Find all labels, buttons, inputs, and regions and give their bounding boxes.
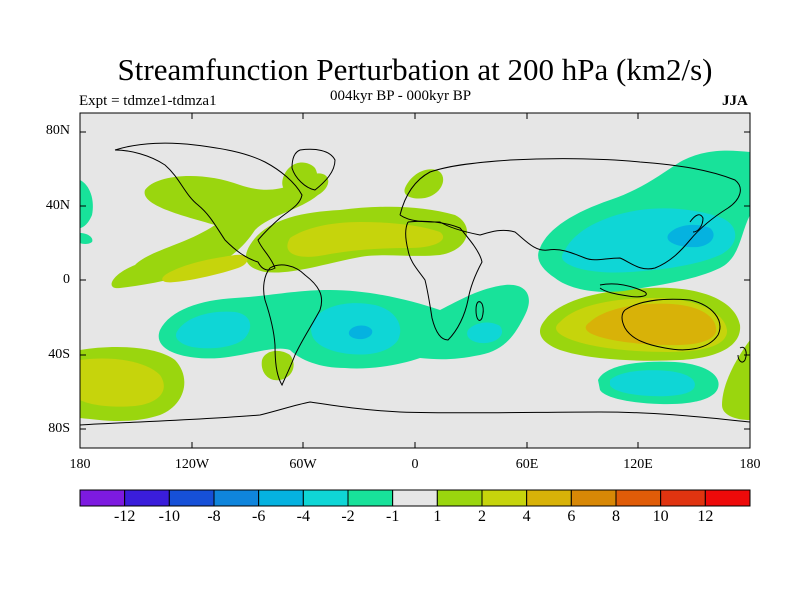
colorbar-swatch-10 xyxy=(526,489,572,507)
colorbar xyxy=(79,489,751,507)
colorbar-label-9: 4 xyxy=(522,508,531,525)
contour-pos2-north-atlantic xyxy=(287,222,444,257)
lon-label-180-right: 180 xyxy=(739,457,761,472)
colorbar-label-4: -4 xyxy=(296,508,310,525)
coastline-north-america xyxy=(114,142,303,271)
lon-label-0: 0 xyxy=(411,457,419,472)
lat-label-40n: 40N xyxy=(45,198,70,213)
plot-title: Streamfunction Perturbation at 200 hPa (… xyxy=(117,52,713,87)
colorbar-swatch-9 xyxy=(481,489,528,507)
colorbar-swatch-0 xyxy=(79,489,126,507)
lon-label-180-left: 180 xyxy=(69,457,91,472)
colorbar-label-13: 12 xyxy=(697,508,714,525)
colorbar-swatch-13 xyxy=(660,489,706,507)
colorbar-label-8: 2 xyxy=(478,508,486,525)
time-period-label: 004kyr BP - 000kyr BP xyxy=(330,88,472,104)
contour-pos2-east-pacific xyxy=(162,254,248,283)
season-label: JJA xyxy=(722,93,748,109)
colorbar-swatch-1 xyxy=(124,489,170,507)
contour-pos-south-america xyxy=(261,350,294,381)
coastline-new-zealand xyxy=(737,346,747,363)
colorbar-swatch-7 xyxy=(392,489,438,507)
colorbar-label-3: -6 xyxy=(251,508,266,525)
lat-label-40s: 40S xyxy=(48,347,70,362)
colorbar-swatch-6 xyxy=(347,489,394,507)
colorbar-swatch-4 xyxy=(258,489,304,507)
coastline-indonesia xyxy=(599,283,647,298)
coastlines xyxy=(80,142,750,426)
contour-pos-europe xyxy=(404,169,444,199)
coastline-africa xyxy=(405,220,483,341)
lon-label-120w: 120W xyxy=(174,457,210,472)
lon-label-60w: 60W xyxy=(289,457,317,472)
contour-pos-right-edge xyxy=(722,340,750,420)
lon-label-120e: 120E xyxy=(623,457,653,472)
contour-pos-greenland xyxy=(282,162,318,195)
colorbar-label-1: -10 xyxy=(158,508,180,525)
contour-neg3-south-atlantic xyxy=(348,325,373,340)
colorbar-swatch-11 xyxy=(570,489,617,507)
coastline-greenland xyxy=(291,148,336,191)
colorbar-swatch-5 xyxy=(302,489,349,507)
colorbar-swatch-12 xyxy=(615,489,662,507)
coastline-japan xyxy=(689,214,704,233)
colorbar-swatch-3 xyxy=(213,489,260,507)
axis-ticks xyxy=(80,113,750,448)
coastline-australia xyxy=(621,298,721,351)
contour-pos2-south-pacific xyxy=(80,358,164,407)
coastline-eurasia xyxy=(399,158,741,270)
coastline-madagascar xyxy=(475,301,484,321)
colorbar-label-11: 8 xyxy=(612,508,620,525)
lat-label-80s: 80S xyxy=(48,421,70,436)
colorbar-label-7: 1 xyxy=(433,508,442,525)
colorbar-swatch-14 xyxy=(704,489,751,507)
coastline-antarctica xyxy=(80,401,750,426)
colorbar-label-5: -2 xyxy=(341,508,355,525)
colorbar-label-0: -12 xyxy=(113,508,136,525)
colorbar-swatch-8 xyxy=(436,489,483,507)
coastline-south-america xyxy=(263,264,323,387)
contour-neg-left-edge xyxy=(80,180,93,228)
contour-neg2-asia xyxy=(561,208,736,273)
colorbar-label-6: -1 xyxy=(385,508,400,525)
experiment-label: Expt = tdmze1-tdmza1 xyxy=(79,93,217,109)
contour-neg2-indian xyxy=(467,322,503,344)
contour-neg-left-edge-small xyxy=(80,233,93,244)
map-field xyxy=(80,113,750,448)
contour-pos3-australia xyxy=(585,303,717,346)
colorbar-swatch-2 xyxy=(168,489,215,507)
lat-label-0: 0 xyxy=(63,272,70,287)
lat-label-80n: 80N xyxy=(45,123,70,138)
colorbar-label-12: 10 xyxy=(652,508,669,525)
contour-neg2-south-indian xyxy=(610,370,695,397)
lon-label-60e: 60E xyxy=(515,457,539,472)
contour-pos-north-america xyxy=(111,173,329,289)
contour-neg3-west-pacific xyxy=(667,224,714,248)
colorbar-label-2: -8 xyxy=(207,508,221,525)
colorbar-label-10: 6 xyxy=(567,508,576,525)
contour-neg2-south-pacific xyxy=(175,311,251,349)
